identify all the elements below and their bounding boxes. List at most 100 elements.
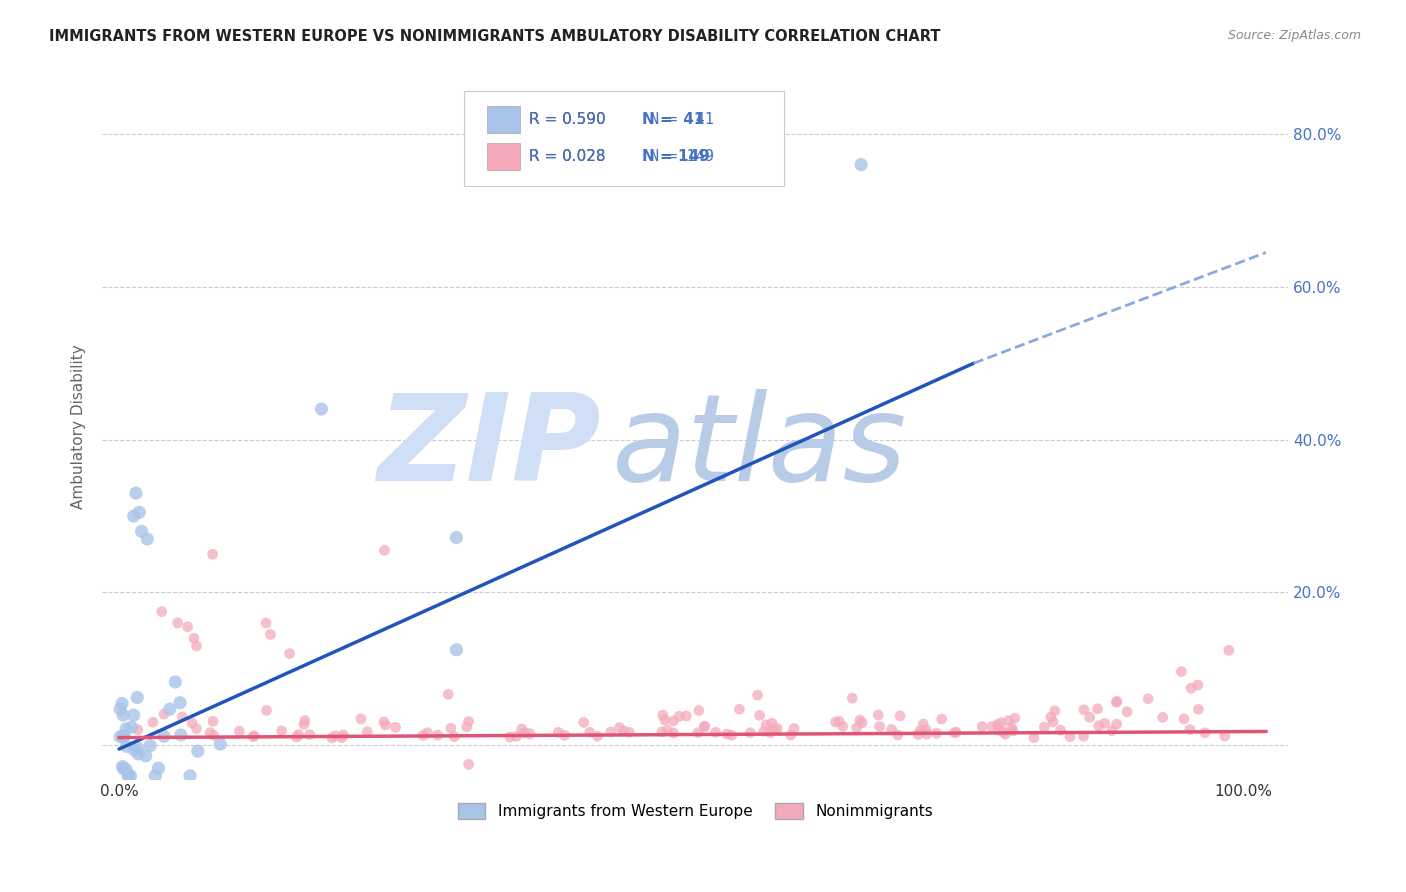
Point: [1094, 716, 1116, 731]
Point: [889, 708, 911, 723]
Point: [321, 731, 343, 745]
Point: [572, 715, 595, 730]
Point: [993, 724, 1015, 739]
Point: [201, 547, 224, 561]
Point: [1004, 711, 1026, 725]
Point: [159, 702, 181, 716]
Point: [112, 730, 135, 744]
Point: [513, 725, 536, 739]
Point: [198, 725, 221, 739]
Point: [294, 714, 316, 728]
Point: [1105, 695, 1128, 709]
Point: [824, 714, 846, 729]
Point: [166, 615, 188, 630]
Point: [127, 747, 149, 761]
Point: [169, 696, 191, 710]
Point: [115, 763, 138, 777]
Point: [202, 728, 225, 742]
Point: [1039, 710, 1062, 724]
Point: [1213, 729, 1236, 743]
Point: [1001, 723, 1024, 738]
Point: [111, 697, 134, 711]
Point: [148, 761, 170, 775]
Point: [851, 715, 873, 730]
Point: [111, 759, 134, 773]
Point: [172, 710, 194, 724]
Point: [599, 725, 621, 739]
Point: [128, 505, 150, 519]
Point: [356, 724, 378, 739]
Point: [150, 605, 173, 619]
Point: [285, 730, 308, 744]
Point: [115, 739, 138, 754]
Point: [139, 739, 162, 753]
Point: [1078, 710, 1101, 724]
Point: [945, 725, 967, 739]
Point: [766, 722, 789, 736]
Point: [456, 720, 478, 734]
Point: [868, 708, 890, 723]
Point: [912, 717, 935, 731]
Point: [176, 620, 198, 634]
Point: [1001, 721, 1024, 735]
Point: [943, 725, 966, 739]
Point: [446, 642, 468, 657]
Point: [752, 724, 775, 739]
Text: N = 149: N = 149: [650, 149, 714, 164]
Text: R = 0.028: R = 0.028: [529, 149, 606, 164]
Point: [142, 715, 165, 730]
Point: [779, 728, 801, 742]
Point: [426, 728, 449, 742]
Point: [1049, 723, 1071, 738]
Point: [740, 725, 762, 739]
Point: [259, 627, 281, 641]
Point: [131, 524, 153, 539]
Point: [330, 731, 353, 745]
Point: [586, 729, 609, 743]
Point: [931, 712, 953, 726]
Point: [122, 708, 145, 723]
Point: [120, 769, 142, 783]
Text: atlas: atlas: [612, 389, 908, 506]
Point: [759, 725, 782, 739]
Point: [704, 725, 727, 739]
Text: R = 0.028: R = 0.028: [529, 149, 606, 164]
Point: [115, 722, 138, 736]
Point: [384, 720, 406, 734]
Point: [907, 727, 929, 741]
Point: [153, 729, 176, 743]
Point: [1173, 712, 1195, 726]
Point: [374, 718, 396, 732]
Point: [981, 719, 1004, 733]
Point: [332, 728, 354, 742]
Point: [135, 748, 157, 763]
Point: [987, 723, 1010, 738]
Point: [1087, 702, 1109, 716]
Point: [1194, 725, 1216, 739]
Point: [292, 717, 315, 731]
Point: [270, 723, 292, 738]
Point: [693, 720, 716, 734]
Point: [662, 726, 685, 740]
Point: [662, 714, 685, 728]
Point: [841, 691, 863, 706]
Point: [143, 769, 166, 783]
Point: [254, 615, 277, 630]
Point: [117, 769, 139, 783]
Point: [186, 639, 208, 653]
Point: [1059, 730, 1081, 744]
Point: [136, 532, 159, 546]
Point: [1073, 729, 1095, 743]
Point: [165, 675, 187, 690]
Text: N = 149: N = 149: [643, 149, 710, 164]
Point: [287, 728, 309, 742]
Legend: Immigrants from Western Europe, Nonimmigrants: Immigrants from Western Europe, Nonimmig…: [451, 797, 939, 825]
Point: [1116, 705, 1139, 719]
Point: [416, 725, 439, 739]
Point: [242, 730, 264, 744]
Point: [910, 723, 932, 738]
Point: [278, 647, 301, 661]
Point: [127, 723, 149, 737]
Point: [112, 708, 135, 723]
Point: [373, 543, 395, 558]
